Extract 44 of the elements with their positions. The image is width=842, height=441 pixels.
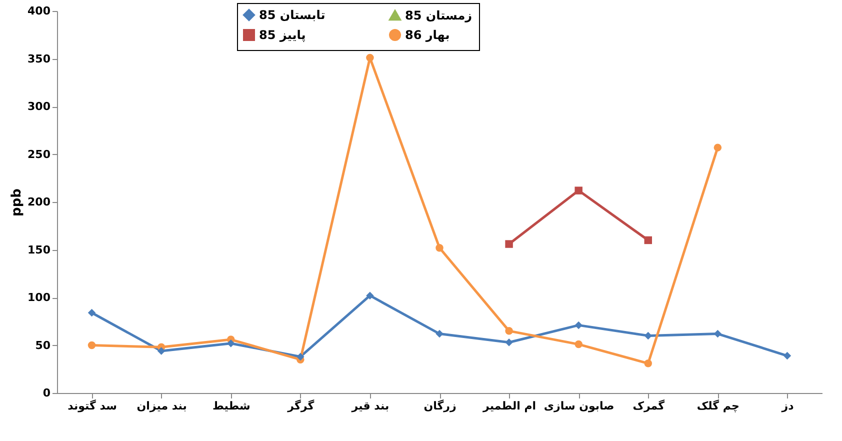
x-tick-label: بند میزان xyxy=(136,400,187,412)
x-tick-label: ام الطمیر xyxy=(482,400,536,412)
y-tick-label: 300 xyxy=(28,100,51,113)
point xyxy=(436,330,444,338)
legend-label: پاییز 85 xyxy=(259,28,306,42)
legend-label: بهار 86 xyxy=(405,28,450,42)
point xyxy=(157,347,166,355)
point xyxy=(366,54,374,62)
x-tick-label: گرگر xyxy=(286,400,315,412)
point xyxy=(714,144,722,152)
point xyxy=(574,321,582,330)
point xyxy=(296,352,304,361)
point xyxy=(574,186,582,194)
y-tick-label: 50 xyxy=(35,338,51,352)
x-tick-label: سد گتوند xyxy=(68,400,117,412)
y-tick-label: 150 xyxy=(28,243,51,256)
y-tick-label: 400 xyxy=(28,4,51,18)
legend-label: تابستان 85 xyxy=(259,8,326,22)
y-tick-label: 100 xyxy=(28,291,51,304)
point xyxy=(714,330,722,338)
y-tick-label: 0 xyxy=(42,386,51,400)
point xyxy=(574,340,582,348)
y-tick-label: 200 xyxy=(28,196,51,208)
x-tick-label: زرگان xyxy=(424,400,456,412)
point xyxy=(505,338,513,346)
point xyxy=(88,341,96,350)
point xyxy=(436,244,444,252)
x-tick-label: چم گلک xyxy=(696,400,740,412)
x-tick-label: بند قیر xyxy=(350,400,390,412)
y-tick-label: 350 xyxy=(28,52,51,66)
point xyxy=(644,360,652,368)
y-axis-title: ppb xyxy=(10,188,25,216)
point xyxy=(505,327,513,335)
point xyxy=(505,240,513,248)
y-tick-label: 250 xyxy=(28,148,51,161)
point xyxy=(644,236,652,244)
x-tick-label: صابون سازی xyxy=(544,400,614,412)
legend-label: زمستان 85 xyxy=(405,8,472,22)
x-tick-label: گمرک xyxy=(632,400,666,412)
x-tick-label: شطیط xyxy=(212,400,250,412)
x-tick-label: دز xyxy=(780,400,794,412)
point xyxy=(366,292,374,300)
point xyxy=(783,352,792,360)
point xyxy=(88,308,96,317)
